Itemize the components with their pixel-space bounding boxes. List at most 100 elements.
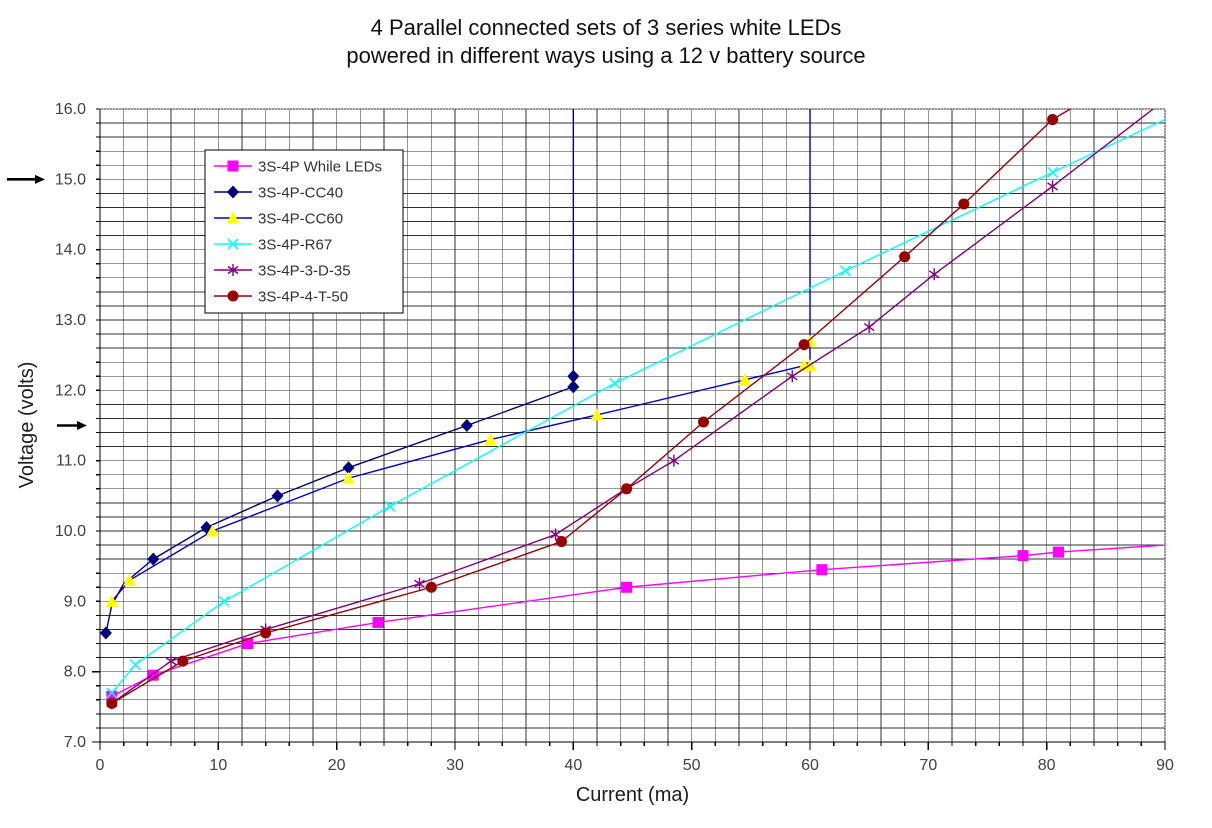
arrow-head-icon bbox=[77, 421, 87, 430]
diamond-marker bbox=[99, 626, 112, 640]
legend-label: 3S-4P While LEDs bbox=[258, 159, 382, 176]
legend-label: 3S-4P-R67 bbox=[258, 237, 332, 254]
legend-label: 3S-4P-CC60 bbox=[258, 211, 343, 228]
triangle-marker bbox=[484, 433, 497, 446]
y-tick-label: 15.0 bbox=[55, 171, 86, 188]
y-tick-label: 10.0 bbox=[55, 523, 86, 540]
circle-marker bbox=[958, 198, 970, 210]
y-tick-label: 16.0 bbox=[55, 101, 86, 118]
asterisk-marker bbox=[668, 454, 680, 467]
x-marker bbox=[1047, 166, 1059, 178]
legend-item-3s-4p-while-leds: 3S-4P While LEDs bbox=[214, 159, 382, 176]
series-3s-4p-r67 bbox=[106, 118, 1166, 699]
y-tick-label: 8.0 bbox=[64, 664, 86, 681]
asterisk-marker bbox=[786, 370, 798, 383]
diamond-marker bbox=[567, 380, 580, 394]
asterisk-marker bbox=[165, 655, 177, 668]
legend-item-3s-4p-cc40: 3S-4P-CC40 bbox=[214, 185, 343, 202]
y-tick-label: 7.0 bbox=[64, 734, 86, 751]
chart-title-line1: 4 Parallel connected sets of 3 series wh… bbox=[370, 15, 842, 40]
asterisk-marker bbox=[863, 321, 875, 334]
triangle-marker bbox=[123, 573, 137, 586]
square-marker bbox=[816, 564, 828, 576]
legend-item-3s-4p-4-t-50: 3S-4P-4-T-50 bbox=[214, 289, 348, 306]
circle-marker bbox=[1047, 114, 1059, 126]
axes bbox=[92, 108, 1166, 750]
tick-labels: 0 10 20 30 40 50 60 70 80 90 7.0 8.0 9.0 10.0 11.0 12.0… bbox=[55, 101, 1174, 774]
arrow-head-icon bbox=[35, 174, 45, 184]
arrow-annotation-11.5 bbox=[57, 421, 87, 430]
x-tick-label: 80 bbox=[1038, 757, 1056, 774]
y-tick-label: 11.0 bbox=[56, 453, 86, 470]
x-tick-label: 60 bbox=[801, 757, 819, 774]
triangle-marker bbox=[105, 594, 119, 607]
square-marker bbox=[621, 581, 633, 593]
circle-marker bbox=[899, 251, 911, 263]
square-marker bbox=[147, 669, 159, 681]
series-line bbox=[111, 108, 1071, 704]
series-3s-4p-4-t-50 bbox=[106, 108, 1071, 709]
triangle-marker bbox=[738, 373, 752, 386]
square-marker bbox=[1053, 546, 1064, 558]
y-tick-label: 12.0 bbox=[55, 382, 86, 399]
x-marker bbox=[129, 659, 142, 671]
legend-item-3s-4p-3-d-35: 3S-4P-3-D-35 bbox=[214, 263, 351, 280]
diamond-marker bbox=[342, 461, 355, 475]
square-marker bbox=[1017, 550, 1029, 562]
x-marker bbox=[106, 687, 118, 699]
square-marker bbox=[242, 638, 254, 650]
legend-label: 3S-4P-3-D-35 bbox=[258, 263, 351, 280]
triangle-marker bbox=[205, 524, 219, 537]
series-3s-4p-while-leds bbox=[106, 544, 1166, 702]
legend-label: 3S-4P-4-T-50 bbox=[258, 289, 348, 306]
x-tick-label: 0 bbox=[96, 757, 105, 774]
diamond-marker bbox=[271, 489, 284, 503]
asterisk-marker bbox=[414, 577, 425, 590]
x-marker bbox=[218, 595, 230, 607]
x-marker bbox=[609, 377, 621, 389]
legend-label: 3S-4P-CC40 bbox=[258, 185, 343, 202]
circle-marker bbox=[177, 655, 189, 667]
diamond-marker bbox=[227, 185, 239, 199]
triangle-marker bbox=[590, 408, 604, 421]
arrow-annotation-15 bbox=[7, 174, 45, 184]
circle-marker bbox=[556, 536, 567, 548]
legend-item-3s-4p-r67: 3S-4P-R67 bbox=[214, 237, 332, 254]
chart-title: 4 Parallel connected sets of 3 series wh… bbox=[0, 14, 1212, 70]
circle-marker bbox=[425, 581, 437, 593]
series-line bbox=[111, 118, 1166, 694]
series-line bbox=[108, 544, 1166, 701]
y-tick-label: 9.0 bbox=[64, 593, 86, 610]
circle-marker bbox=[260, 627, 272, 639]
y-tick-label: 14.0 bbox=[55, 242, 86, 259]
x-tick-label: 50 bbox=[683, 757, 701, 774]
x-tick-label: 20 bbox=[328, 757, 346, 774]
chart-title-line2: powered in different ways using a 12 v b… bbox=[346, 43, 866, 68]
x-tick-label: 30 bbox=[446, 757, 464, 774]
asterisk-marker bbox=[1047, 180, 1058, 193]
triangle-marker bbox=[226, 211, 240, 224]
x-tick-label: 40 bbox=[564, 757, 582, 774]
diamond-marker bbox=[460, 419, 473, 432]
circle-marker bbox=[621, 483, 633, 495]
legend-box bbox=[204, 149, 404, 314]
x-marker bbox=[227, 238, 239, 250]
x-marker bbox=[839, 265, 852, 277]
asterisk-marker bbox=[227, 264, 239, 276]
circle-marker bbox=[798, 339, 810, 351]
legend-item-3s-4p-cc60: 3S-4P-CC60 bbox=[214, 211, 343, 228]
asterisk-marker bbox=[928, 268, 940, 281]
diamond-marker bbox=[147, 552, 160, 566]
circle-marker bbox=[698, 416, 709, 428]
x-tick-label: 70 bbox=[919, 757, 937, 774]
legend: 3S-4P While LEDs 3S-4P-CC40 3S-4P-CC60 3S-4… bbox=[204, 149, 404, 314]
series-3s-4p-cc40 bbox=[99, 109, 580, 640]
circle-marker bbox=[227, 290, 239, 302]
x-tick-label: 90 bbox=[1156, 757, 1174, 774]
series-line bbox=[111, 108, 1154, 704]
series-3s-4p-cc60 bbox=[105, 109, 817, 607]
diamond-marker bbox=[567, 369, 580, 383]
x-axis-title: Current (ma) bbox=[575, 784, 690, 806]
